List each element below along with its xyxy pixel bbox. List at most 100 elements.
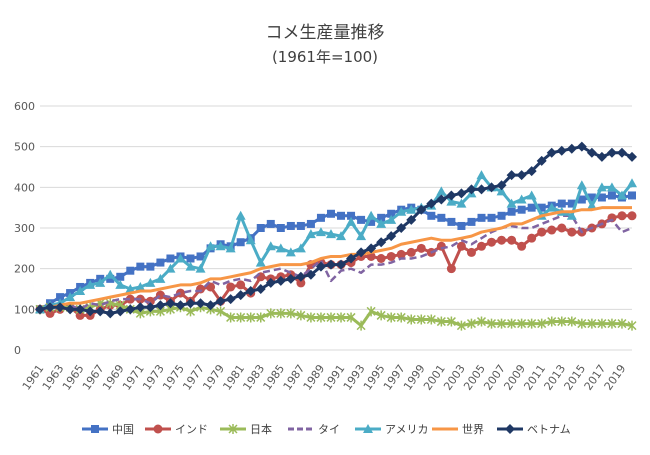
data-point <box>175 300 186 311</box>
data-point <box>85 306 96 317</box>
data-point <box>326 209 335 218</box>
data-point <box>546 202 557 212</box>
data-point <box>285 273 296 284</box>
data-point <box>346 253 357 264</box>
data-point <box>526 166 537 177</box>
data-point <box>517 241 527 251</box>
data-point <box>336 259 347 270</box>
data-point <box>75 310 85 320</box>
data-point <box>175 253 186 263</box>
y-tick-label: 500 <box>14 141 35 154</box>
data-point <box>275 243 286 253</box>
data-point <box>446 316 456 327</box>
data-point <box>205 241 216 251</box>
data-point <box>396 249 406 259</box>
series-3 <box>39 214 633 311</box>
data-point <box>265 241 276 251</box>
data-point <box>356 320 366 331</box>
data-point <box>446 196 457 206</box>
data-point <box>326 312 336 323</box>
data-point <box>567 227 577 237</box>
data-point <box>235 290 246 301</box>
data-point <box>45 302 56 313</box>
data-point <box>363 424 373 433</box>
data-point <box>45 308 55 318</box>
data-point <box>356 247 367 258</box>
data-point <box>306 219 315 228</box>
data-point <box>396 223 407 233</box>
data-point <box>366 306 376 317</box>
data-point <box>406 214 417 225</box>
data-point <box>266 308 276 319</box>
data-point <box>516 194 527 204</box>
data-point <box>376 218 387 228</box>
data-point <box>116 272 125 281</box>
data-point <box>336 231 347 241</box>
data-point <box>426 314 436 325</box>
data-point <box>295 243 306 253</box>
data-point <box>347 211 356 220</box>
data-point <box>226 312 236 323</box>
data-point <box>477 213 486 222</box>
data-point <box>386 214 397 224</box>
data-point <box>506 198 517 208</box>
data-point <box>296 310 306 321</box>
data-point <box>125 294 135 304</box>
data-point <box>396 312 406 323</box>
data-point <box>296 278 306 288</box>
data-point <box>186 254 195 263</box>
data-point <box>296 221 305 230</box>
data-point <box>456 188 467 199</box>
data-point <box>547 316 557 327</box>
series-line <box>39 206 632 311</box>
data-point <box>315 227 326 237</box>
data-point <box>527 318 537 329</box>
data-point <box>486 318 497 329</box>
data-point <box>446 264 456 274</box>
data-point <box>275 275 286 286</box>
series-line <box>39 214 633 311</box>
data-point <box>135 302 146 313</box>
data-point <box>486 182 497 193</box>
y-tick-label: 100 <box>14 303 35 316</box>
data-point <box>505 424 515 434</box>
legend-label: インド <box>175 423 208 436</box>
data-point <box>215 296 226 307</box>
data-point <box>205 300 216 311</box>
data-point <box>597 318 607 329</box>
data-point <box>467 217 476 226</box>
data-point <box>628 191 636 200</box>
chart-subtitle: (1961年=100) <box>271 48 379 66</box>
series-5 <box>39 206 632 311</box>
data-point <box>526 190 537 200</box>
data-point <box>155 300 166 311</box>
data-point <box>195 298 206 309</box>
y-tick-label: 200 <box>14 263 35 276</box>
data-point <box>286 221 295 230</box>
legend-label: 中国 <box>112 423 134 436</box>
data-point <box>406 204 417 214</box>
data-point <box>466 247 476 257</box>
data-point <box>556 145 567 156</box>
data-point <box>156 258 165 267</box>
data-point <box>507 235 517 245</box>
data-point <box>627 320 637 331</box>
data-point <box>586 147 597 158</box>
data-point <box>506 170 517 181</box>
data-point <box>536 155 547 166</box>
data-point <box>427 211 436 220</box>
data-point <box>586 200 597 210</box>
data-point <box>466 184 477 195</box>
data-point <box>527 203 536 212</box>
data-point <box>607 191 616 200</box>
legend-item-4: アメリカ <box>355 423 428 436</box>
chart-title: コメ生産量推移 <box>265 23 385 43</box>
data-point <box>325 259 336 270</box>
data-point <box>537 227 547 237</box>
data-point <box>105 308 116 319</box>
data-point <box>145 277 156 287</box>
data-point <box>75 286 86 296</box>
data-point <box>476 184 487 195</box>
data-point <box>245 286 256 297</box>
legend-label: ベトナム <box>527 423 571 436</box>
